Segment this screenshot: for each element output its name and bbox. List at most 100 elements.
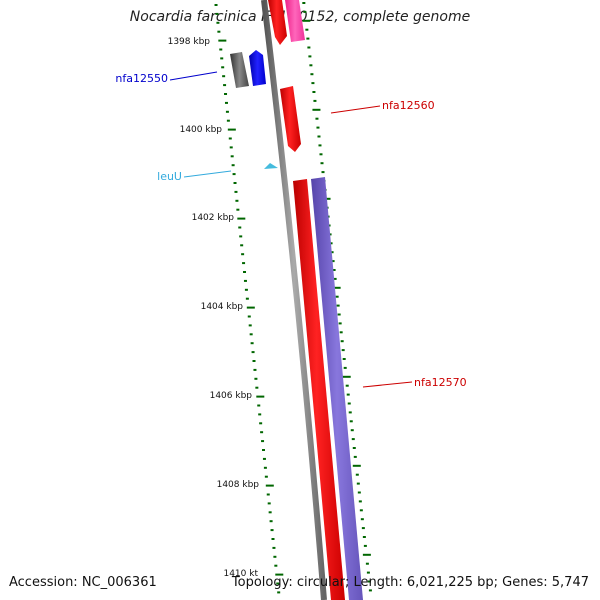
scale-tick xyxy=(350,429,354,432)
scale-tick xyxy=(221,66,225,69)
scale-tick xyxy=(311,82,315,85)
scale-tick xyxy=(222,75,226,78)
scale-tick xyxy=(257,404,261,407)
gene-feature-nfa12560 xyxy=(280,86,301,152)
scale-tick xyxy=(255,386,259,389)
scale-tick xyxy=(266,493,270,496)
scale-tick xyxy=(306,37,310,40)
scale-tick xyxy=(274,564,278,567)
scale-tick xyxy=(265,484,274,487)
scale-tick xyxy=(219,48,223,51)
scale-tick xyxy=(320,162,324,165)
scale-tick xyxy=(234,190,238,193)
leader-nfa12550 xyxy=(169,71,218,81)
scale-tick xyxy=(366,571,370,574)
leader-nfa12570 xyxy=(362,381,413,388)
scale-tick xyxy=(275,573,284,576)
scale-tick xyxy=(345,384,349,387)
gene-label-nfa12570[interactable]: nfa12570 xyxy=(414,376,467,389)
gene-label-leuU[interactable]: leuU xyxy=(157,170,182,183)
scale-tick xyxy=(252,360,256,362)
scale-tick xyxy=(260,431,264,434)
scale-tick xyxy=(232,173,236,176)
scale-label: 1406 kbp xyxy=(210,391,253,401)
scale-tick xyxy=(330,251,334,254)
scale-tick xyxy=(225,110,229,113)
scale-tick xyxy=(249,333,253,336)
scale-tick xyxy=(308,55,312,58)
scale-tick xyxy=(214,4,218,6)
scale-tick xyxy=(318,144,322,147)
scale-tick xyxy=(351,438,355,441)
scale-tick xyxy=(237,217,246,220)
scale-tick xyxy=(349,420,353,423)
scale-tick xyxy=(262,449,265,451)
scale-tick xyxy=(315,117,319,120)
scale-tick xyxy=(253,368,257,371)
scale-tick xyxy=(302,2,306,4)
scale-tick xyxy=(362,536,366,538)
gene-label-nfa12560[interactable]: nfa12560 xyxy=(382,99,435,112)
scale-tick xyxy=(360,518,364,521)
scale-tick xyxy=(259,422,263,425)
scale-tick xyxy=(245,297,249,300)
scale-tick xyxy=(220,57,224,60)
scale-label: 1402 kbp xyxy=(192,213,235,223)
scale-tick xyxy=(367,580,371,583)
scale-tick xyxy=(235,199,239,202)
scale-tick xyxy=(258,413,262,416)
scale-tick xyxy=(319,153,323,156)
scale-tick xyxy=(226,119,230,122)
scale-tick xyxy=(277,591,281,594)
scale-tick xyxy=(231,164,235,167)
gene-feature-top-red xyxy=(268,0,287,45)
scale-tick xyxy=(339,331,343,334)
scale-tick xyxy=(251,351,255,354)
scale-tick xyxy=(329,242,333,245)
scale-tick xyxy=(347,402,351,405)
scale-tick xyxy=(338,322,342,325)
scale-tick xyxy=(336,304,340,307)
scale-tick xyxy=(229,146,233,149)
scale-tick xyxy=(247,315,251,318)
scale-tick xyxy=(272,546,276,549)
scale-tick xyxy=(362,553,371,556)
scale-tick xyxy=(307,46,311,49)
scale-tick xyxy=(270,529,274,532)
scale-tick xyxy=(243,271,247,273)
gene-label-nfa12550[interactable]: nfa12550 xyxy=(115,72,168,85)
scale-tick xyxy=(217,30,221,33)
scale-tick xyxy=(238,226,242,229)
scale-label: 1410 kt xyxy=(223,569,258,579)
scale-tick xyxy=(343,366,347,369)
scale-tick xyxy=(363,544,367,547)
scale-tick xyxy=(310,73,314,76)
scale-tick xyxy=(340,340,344,343)
scale-tick xyxy=(239,235,243,238)
scale-tick xyxy=(261,440,265,443)
genome-summary-text: Topology: circular; Length: 6,021,225 bp… xyxy=(231,575,589,590)
scale-tick xyxy=(242,262,246,265)
gene-feature-gray xyxy=(230,52,249,88)
scale-tick xyxy=(264,475,268,478)
scale-tick xyxy=(365,562,369,565)
scale-tick xyxy=(348,411,352,414)
scale-tick xyxy=(224,101,228,104)
accession-text: Accession: NC_006361 xyxy=(9,575,157,590)
scale-tick xyxy=(332,269,336,271)
scale-tick xyxy=(228,137,232,140)
scale-tick xyxy=(215,12,219,15)
scale-tick xyxy=(236,208,240,211)
scale-tick xyxy=(353,455,357,458)
scale-tick xyxy=(273,555,277,558)
scale-tick xyxy=(244,288,248,291)
scale-label: 1398 kbp xyxy=(168,37,211,47)
gene-feature-nfa12550 xyxy=(249,50,266,86)
scale-tick xyxy=(342,375,351,378)
scale-tick xyxy=(305,28,309,31)
scale-tick xyxy=(321,171,325,174)
genome-backbone xyxy=(261,0,327,600)
scale-tick xyxy=(356,482,360,485)
